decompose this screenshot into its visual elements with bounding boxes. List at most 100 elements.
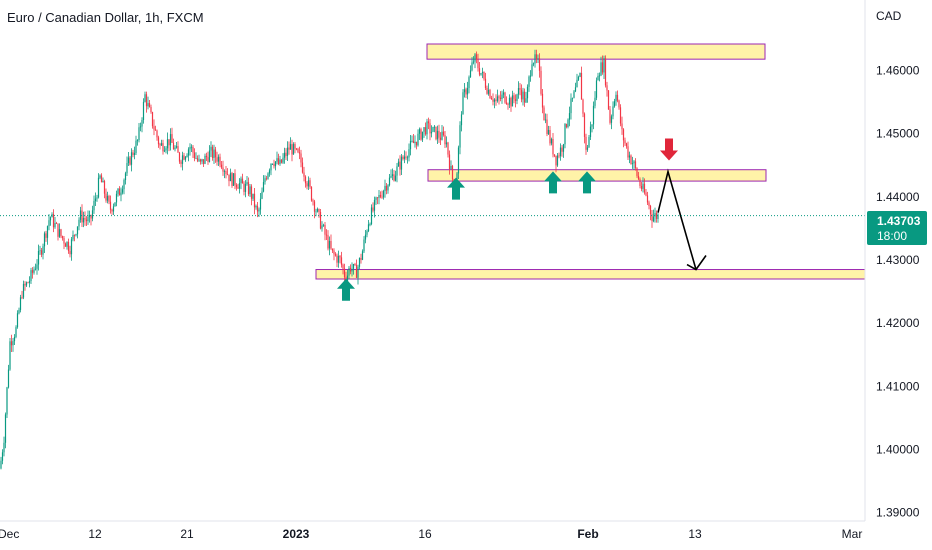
- candle: [339, 255, 341, 264]
- candle: [235, 183, 238, 191]
- candle: [405, 151, 407, 161]
- candle: [496, 89, 499, 103]
- candle: [63, 236, 65, 250]
- candle: [126, 156, 128, 176]
- support-resistance-zone[interactable]: [427, 169, 767, 182]
- candle: [310, 186, 313, 202]
- time-tick-label: 21: [180, 527, 194, 541]
- sell-arrow-icon[interactable]: [660, 138, 678, 161]
- candle: [579, 72, 581, 78]
- candle: [198, 154, 200, 163]
- candle: [94, 192, 97, 206]
- candle: [93, 195, 95, 214]
- candle: [307, 176, 310, 190]
- support-resistance-zone[interactable]: [426, 43, 766, 60]
- candle: [79, 206, 82, 223]
- candle: [10, 334, 13, 353]
- candle: [457, 145, 460, 179]
- candle: [225, 165, 227, 179]
- candle: [42, 243, 44, 260]
- candle: [636, 167, 638, 178]
- candle: [168, 139, 170, 152]
- candle: [18, 307, 20, 315]
- candle: [165, 146, 167, 154]
- candle: [190, 144, 193, 153]
- candle: [91, 205, 94, 222]
- candle: [252, 193, 254, 201]
- candle: [571, 97, 574, 102]
- candle: [280, 159, 283, 164]
- candle: [468, 75, 470, 94]
- candle: [349, 264, 352, 275]
- candle: [187, 147, 190, 162]
- price-tick-label: 1.42000: [876, 316, 920, 330]
- projection-path[interactable]: [657, 168, 697, 270]
- buy-arrow-icon[interactable]: [544, 171, 562, 194]
- candle: [630, 154, 632, 165]
- candle: [621, 116, 623, 135]
- candle: [543, 105, 545, 121]
- candle: [102, 177, 104, 183]
- candle: [34, 263, 37, 271]
- candle: [414, 135, 416, 148]
- candle: [135, 135, 137, 155]
- candle: [627, 141, 629, 160]
- candle: [171, 127, 173, 143]
- candle: [148, 100, 151, 108]
- candle: [324, 221, 326, 241]
- candle: [57, 223, 59, 241]
- time-tick-label: 16: [418, 527, 432, 541]
- candle: [655, 210, 658, 223]
- candle: [415, 141, 418, 150]
- candle: [24, 281, 26, 291]
- candle: [6, 386, 8, 418]
- candle: [154, 125, 157, 131]
- time-axis[interactable]: Dec 12 21 2023 16 Feb 13 Mar: [0, 527, 862, 541]
- buy-arrow-icon[interactable]: [447, 177, 465, 200]
- candle: [583, 112, 586, 144]
- candle: [256, 202, 259, 218]
- candle: [484, 72, 487, 90]
- candle: [105, 188, 107, 203]
- candle: [556, 153, 559, 167]
- candle: [270, 163, 272, 176]
- candle: [639, 177, 641, 189]
- candle: [619, 104, 622, 127]
- buy-arrow-icon[interactable]: [578, 171, 596, 194]
- candle: [591, 124, 593, 133]
- candle: [610, 114, 613, 130]
- candle: [259, 193, 262, 215]
- candle: [120, 187, 122, 202]
- candle: [466, 81, 469, 100]
- candle: [595, 77, 598, 101]
- candle: [640, 182, 643, 192]
- candle: [604, 55, 607, 88]
- candle: [231, 171, 233, 188]
- candle: [15, 325, 17, 339]
- candle: [408, 143, 410, 162]
- candle: [189, 143, 191, 156]
- candle: [192, 145, 194, 158]
- candle: [232, 173, 235, 187]
- candle: [271, 163, 274, 166]
- candle: [129, 156, 131, 166]
- price-axis[interactable]: 1.46000 1.45000 1.44000 1.43000 1.42000 1.410…: [876, 64, 920, 520]
- candle: [628, 151, 631, 164]
- candle: [594, 91, 596, 109]
- support-resistance-zone[interactable]: [315, 269, 866, 280]
- projection-arrowhead: [686, 255, 707, 271]
- candle: [139, 122, 142, 132]
- candle: [229, 168, 232, 182]
- candle: [481, 67, 484, 79]
- candle: [109, 195, 112, 214]
- candle: [355, 259, 358, 279]
- buy-arrow-icon[interactable]: [337, 278, 355, 301]
- candle: [463, 82, 466, 98]
- candle: [654, 207, 656, 223]
- candle: [520, 84, 523, 103]
- candle: [540, 66, 542, 96]
- candle: [597, 72, 599, 81]
- candle: [151, 111, 154, 129]
- candle: [330, 234, 332, 250]
